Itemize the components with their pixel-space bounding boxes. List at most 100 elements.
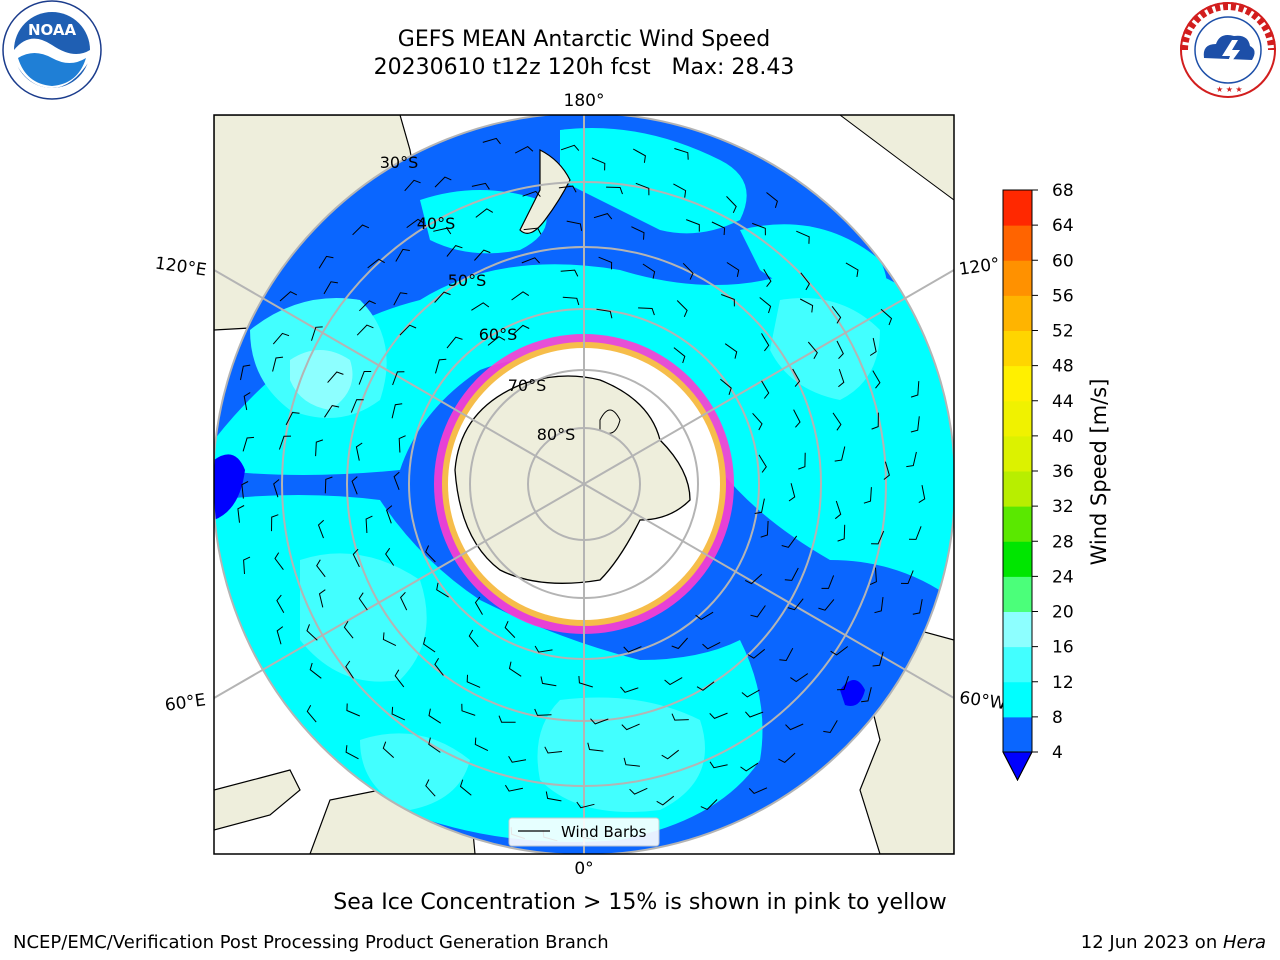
wind-barb (591, 157, 606, 171)
wind-barb (590, 718, 609, 725)
wind-barb (276, 594, 285, 613)
wind-barb (785, 723, 804, 731)
wind-barb (382, 632, 397, 647)
wind-barb (596, 308, 613, 319)
wind-barb (324, 405, 340, 418)
wind-barb (758, 454, 767, 473)
wind-barb (317, 519, 325, 539)
wind-barb (278, 435, 292, 450)
wind-barb (240, 364, 251, 381)
wind-barb (306, 624, 318, 641)
wind-barb (316, 559, 326, 578)
wind-barb (399, 324, 417, 336)
wind-barb (642, 263, 656, 279)
wind-barb (459, 779, 472, 796)
wind-barb (425, 779, 436, 797)
wind-barb (760, 520, 769, 538)
wind-barb (799, 298, 814, 313)
graticule (214, 115, 954, 854)
wind-barb (327, 371, 344, 383)
noaa-logo: NOAA (2, 0, 102, 100)
wind-barb (763, 268, 772, 288)
wind-barb (512, 324, 530, 336)
wind-barb (578, 675, 593, 688)
wind-barb (279, 291, 298, 302)
wind-barb (656, 795, 675, 806)
wind-barb (425, 545, 436, 563)
wind-barb (869, 567, 877, 586)
colorbar-tick-label: 60 (1052, 251, 1074, 271)
wind-barb (752, 222, 766, 236)
wind-barb (908, 526, 922, 540)
wind-barb (883, 461, 890, 480)
wind-barb (272, 356, 284, 372)
wind-barb (358, 592, 368, 611)
colorbar-segment (1003, 576, 1032, 612)
colorbar-under-arrow (1002, 751, 1033, 782)
wind-barb (558, 185, 577, 193)
colorbar-outline (1002, 189, 1033, 782)
lat-label-30s: 30°S (380, 153, 419, 172)
wind-barb (534, 708, 552, 716)
wind-barb (598, 256, 613, 270)
wind-barb (747, 648, 766, 659)
colorbar-segment (1003, 716, 1032, 753)
footer-date: 12 Jun 2023 on Hera (1081, 932, 1266, 953)
wind-barb (744, 573, 763, 585)
wind-barb (836, 340, 844, 360)
legend-label: Wind Barbs (561, 823, 647, 841)
wind-barb (906, 451, 917, 468)
colorbar-segment (1003, 646, 1032, 683)
wind-barb (394, 669, 405, 688)
wind-barb (638, 307, 655, 316)
wind-barb (874, 597, 884, 614)
colorbar-tick-label: 44 (1052, 392, 1074, 412)
wind-barb (745, 711, 764, 718)
colorbar-tick-label: 8 (1052, 708, 1063, 728)
wind-barb (593, 213, 613, 220)
colorbar-segment (1003, 330, 1032, 367)
wind-barb (523, 227, 542, 235)
wind-barb (474, 596, 483, 615)
wind-barb (435, 358, 447, 374)
wind-barb (382, 741, 395, 758)
colorbar-tick-label: 64 (1052, 216, 1074, 236)
wind-barb (471, 182, 490, 190)
colorbar-tick-label: 68 (1052, 181, 1074, 201)
colorbar-tick-label: 28 (1052, 532, 1074, 552)
wind-barb (871, 412, 879, 430)
wind-barb (434, 176, 452, 188)
wind-barb (761, 380, 770, 399)
wind-barb (395, 248, 410, 262)
wind-barb (400, 591, 408, 611)
wind-barb (676, 300, 688, 318)
wind-barb (823, 720, 838, 734)
wind-barb (721, 294, 735, 307)
wind-barb (392, 371, 405, 386)
colorbar-segment (1003, 190, 1032, 226)
colorbar-segment (1003, 400, 1032, 437)
wind-barb (632, 148, 646, 163)
wind-barb (740, 762, 759, 772)
wind-barb (391, 403, 403, 419)
wind-barb (504, 784, 523, 792)
wind-barb (386, 505, 393, 524)
colorbar-segment (1003, 260, 1032, 296)
wind-barb (766, 192, 778, 208)
wind-barb (352, 548, 360, 568)
wind-barb (661, 749, 680, 760)
wind-barb (779, 647, 794, 662)
wind-barb (534, 645, 553, 653)
wind-barb (273, 479, 280, 498)
wind-barb (428, 708, 442, 724)
wind-barb (560, 144, 580, 151)
wind-barb (784, 567, 799, 581)
wind-barb (521, 257, 540, 264)
wind-barb (355, 442, 363, 461)
lat-label-50s: 50°S (448, 271, 487, 290)
wind-barb (406, 218, 425, 229)
wind-barb (918, 485, 926, 504)
wind-barb (285, 411, 300, 426)
